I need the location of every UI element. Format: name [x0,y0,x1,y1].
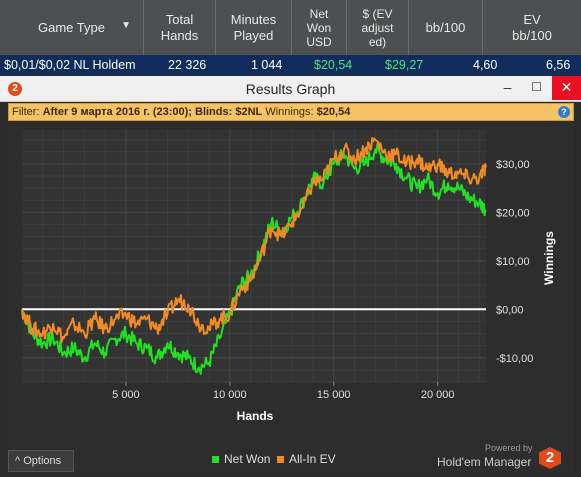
x-axis-label: Hands [237,409,274,423]
y-tick-label: $30,00 [496,159,530,171]
cell-net-won: $20,54 [314,58,353,72]
cell-total-hands: 22 326 [168,58,207,72]
options-button[interactable]: ^ Options [8,450,74,472]
x-tick-label: 20 000 [421,389,455,401]
hm-brand-logo-icon: 2 [539,447,561,469]
all-in-ev-swatch-icon [277,455,284,463]
filter-winnings-value: $20,54 [316,106,351,118]
maximize-button[interactable]: ☐ [531,80,542,94]
col-game-type-label: Game Type [38,19,105,35]
y-tick-label: $0,00 [496,304,524,316]
col-bb100[interactable]: bb/100 [409,0,483,55]
cell-game-type: $0,01/$0,02 NL Holdem [4,58,136,72]
filter-text: After 9 марта 2016 г. (23:00); Blinds: $… [42,106,263,118]
y-axis-label: Winnings [542,231,556,285]
cell-bb100: 4,60 [473,58,498,72]
legend-net-won-label: Net Won [224,452,271,466]
cell-minutes: 1 044 [251,58,283,72]
window-titlebar: 2 Results Graph – ☐ ✕ [0,76,581,102]
filter-bar: Filter: After 9 марта 2016 г. (23:00); B… [8,103,574,121]
plot-area [22,130,486,382]
hm-logo-icon: 2 [8,82,22,96]
minimize-button[interactable]: – [503,79,512,95]
sort-dropdown-icon[interactable]: ▼ [121,20,131,31]
x-tick-label: 15 000 [317,389,351,401]
x-tick-label: 10 000 [213,389,247,401]
legend-all-in-ev[interactable]: All-In EV [277,452,336,466]
col-ev-adjusted[interactable]: $ (EV adjust ed) [347,0,409,55]
legend-all-in-ev-label: All-In EV [289,452,336,466]
table-row[interactable]: $0,01/$0,02 NL Holdem 22 326 1 044 $20,5… [0,55,581,75]
col-ev-bb100[interactable]: EV bb/100 [512,11,552,43]
filter-prefix: Filter: [12,106,40,118]
col-net-won[interactable]: Net Won USD [292,0,347,55]
powered-by-text: Powered by [485,443,533,453]
net-won-swatch-icon [212,455,219,463]
cell-ev-adjusted: $29,27 [385,58,424,72]
x-tick-label: 5 000 [112,389,140,401]
results-table-header: Game Type ▼ Total Hands Minutes Played N… [0,0,581,55]
col-minutes-played[interactable]: Minutes Played [216,0,292,55]
y-tick-label: -$10,00 [496,353,533,365]
help-icon[interactable]: ? [558,106,570,118]
window-title: Results Graph [245,81,336,97]
close-button[interactable]: ✕ [552,76,581,100]
cell-ev-bb100: 6,56 [546,58,571,72]
all-in-ev-line [21,137,487,344]
y-tick-label: $20,00 [496,207,530,219]
y-tick-label: $10,00 [496,256,530,268]
brand-name: Hold'em Manager [437,455,532,469]
col-game-type[interactable]: Game Type ▼ [0,0,144,55]
legend-net-won[interactable]: Net Won [212,452,270,466]
col-total-hands[interactable]: Total Hands [144,0,216,55]
filter-winnings-label: Winnings: [265,106,314,118]
